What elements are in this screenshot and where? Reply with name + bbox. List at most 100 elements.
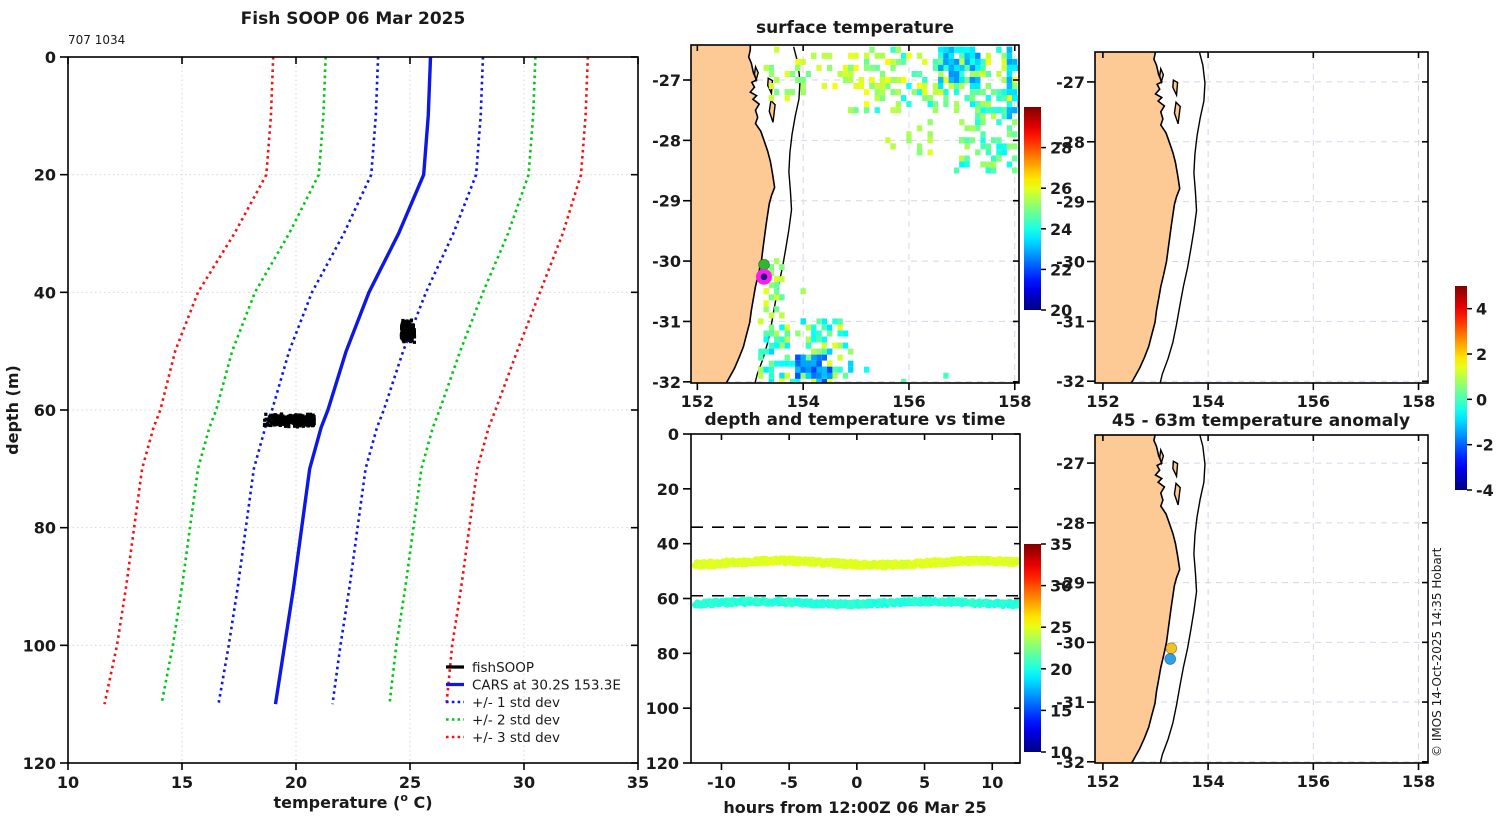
sst-pixel [774, 306, 780, 313]
sst-pixel [901, 95, 907, 102]
sst-pixel [1006, 107, 1013, 114]
sst-pixel [879, 89, 886, 96]
fishsoop-point [399, 336, 404, 340]
sst-pixel [991, 155, 997, 162]
sst-pixel [805, 360, 812, 367]
fishsoop-point [412, 329, 416, 333]
sst-pixel [996, 137, 1002, 144]
sst-pixel [758, 366, 764, 373]
sst-pixel [768, 372, 775, 379]
fishsoop-point [298, 415, 302, 420]
anomaly-map-title: 45 - 63m temperature anomaly [1112, 411, 1410, 431]
fishsoop-point [302, 422, 307, 426]
colorbar-tick-label: 25 [1050, 618, 1072, 637]
fishsoop-point [404, 326, 408, 330]
sst-pixel [953, 46, 960, 53]
sst-pixel [779, 360, 785, 367]
fishsoop-point [276, 417, 280, 421]
sst-pixel [811, 336, 817, 343]
sst-pixel [758, 354, 764, 361]
sst-pixel [895, 101, 901, 108]
sst-pixel [768, 95, 775, 102]
sst-pixel [795, 58, 801, 65]
sst-pixel [916, 52, 923, 59]
sst-pixel [959, 46, 965, 53]
sst-pixel [774, 294, 780, 301]
colorbar-tick-label: -2 [1476, 436, 1494, 455]
sst-pixel [795, 77, 801, 83]
sst-pixel [901, 58, 907, 65]
map-x-tick-label: 158 [998, 392, 1031, 411]
sst-pixel [953, 58, 960, 65]
sst-pixel [927, 131, 933, 138]
sst-pixel [768, 348, 775, 355]
sst-pixel [895, 58, 901, 65]
island [1173, 100, 1181, 125]
sst-pixel [890, 46, 896, 53]
sst-pixel [879, 83, 886, 89]
sst-pixel [821, 366, 827, 373]
sst-pixel [758, 318, 764, 325]
sst-pixel [969, 52, 976, 59]
sst-pixel [885, 83, 891, 89]
x-tick-label: 30 [513, 773, 535, 792]
sst-pixel [774, 89, 780, 96]
sst-pixel [774, 258, 780, 265]
sst-pixel [827, 366, 833, 373]
sst-pixel [948, 83, 954, 89]
fishsoop-point [407, 320, 411, 324]
std-dev-curve [388, 57, 537, 705]
sst-pixel [858, 83, 864, 89]
ts-y-tick-label: 80 [657, 644, 679, 663]
fishsoop-point [291, 416, 295, 420]
sst-pixel [943, 64, 949, 71]
sst-pixel [827, 372, 833, 379]
sst-pixel [959, 71, 965, 77]
sst-pixel [1006, 52, 1013, 59]
sst-pixel [1012, 107, 1018, 114]
sst-pixel [895, 107, 901, 114]
sst-pixel [842, 64, 849, 71]
sst-pixel [837, 366, 843, 373]
sst-pixel [874, 89, 880, 96]
fishsoop-point [267, 415, 272, 419]
band-point [1014, 602, 1020, 609]
sst-pixel [916, 89, 923, 96]
marker-dot [1164, 653, 1177, 665]
map-x-tick-label: 156 [1297, 392, 1330, 411]
fishsoop-point [312, 416, 316, 420]
sst-pixel [784, 95, 790, 102]
fishsoop-point [309, 419, 313, 423]
fishsoop-point [279, 421, 283, 425]
sst-pixel [1017, 101, 1019, 108]
sst-pixel [779, 324, 785, 331]
sst-pixel [996, 119, 1002, 126]
sst-pixel [805, 336, 812, 343]
x-tick-label: 20 [285, 773, 307, 792]
sst-pixel [980, 107, 986, 114]
sst-pixel [827, 64, 833, 71]
surface-temperature-title: surface temperature [756, 18, 954, 38]
fishsoop-point [403, 336, 407, 340]
sst-pixel [890, 107, 896, 114]
y-tick-label: 0 [45, 48, 56, 67]
sst-pixel [774, 360, 780, 367]
fishsoop-point [406, 322, 410, 326]
map-y-tick-label: -27 [1056, 73, 1085, 92]
sst-pixel [985, 167, 991, 174]
fishsoop-point [295, 425, 299, 429]
sst-pixel [953, 101, 960, 108]
sst-pixel [779, 276, 785, 283]
sst-pixel [980, 113, 986, 120]
sst-pixel [943, 101, 949, 108]
sst-pixel [916, 71, 923, 77]
sst-pixel [890, 58, 896, 65]
sst-pixel [1001, 113, 1007, 120]
fishsoop-point [297, 413, 301, 417]
sst-pixel [906, 83, 912, 89]
sst-pixel [763, 330, 769, 337]
sst-pixel [959, 52, 965, 59]
sst-pixel [964, 143, 970, 150]
sst-pixel [874, 107, 880, 114]
